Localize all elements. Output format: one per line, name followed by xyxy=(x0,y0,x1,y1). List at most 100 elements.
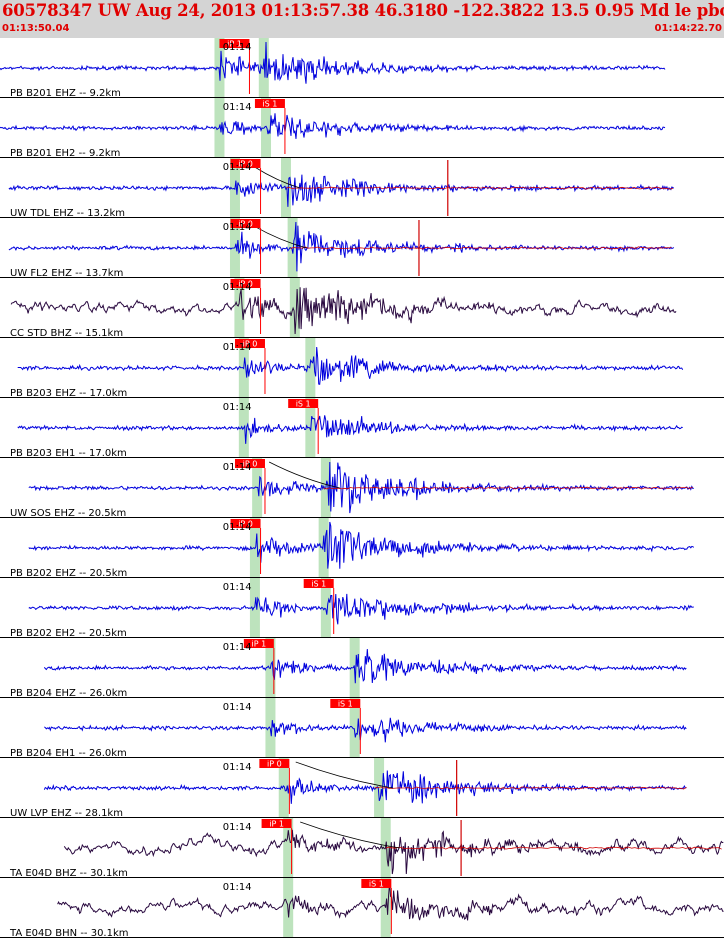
minute-tick-label: 01:14 xyxy=(223,522,252,533)
trace-row: iP 001:14 UW SOS EHZ -- 20.5km xyxy=(0,458,724,519)
waveform xyxy=(0,113,666,139)
pick-flag xyxy=(230,519,261,528)
s-arrival-window xyxy=(305,338,316,398)
pick-label: iP 1 xyxy=(269,820,284,829)
trace-label: UW FL2 EHZ -- 13.7km xyxy=(10,268,123,279)
trace-row: iS 1 01:14 TA E04D BHN -- 30.1km xyxy=(0,878,724,938)
minute-tick-label: 01:14 xyxy=(223,342,252,353)
event-header: 60578347 UW Aug 24, 2013 01:13:57.38 46.… xyxy=(0,0,724,38)
trace-row: iP 101:14 PB B204 EHZ -- 26.0km xyxy=(0,638,724,699)
trace-label: TA E04D BHN -- 30.1km xyxy=(9,928,129,938)
waveform xyxy=(10,287,677,335)
minute-tick-label: 01:14 xyxy=(223,702,252,713)
waveform xyxy=(43,649,687,684)
waveform xyxy=(8,221,675,272)
pick-flag xyxy=(219,39,250,48)
s-arrival-window xyxy=(349,698,360,758)
pick-label: iP 0 xyxy=(238,160,253,169)
synthetic-trace xyxy=(285,186,674,190)
waveform xyxy=(17,415,683,444)
pick-flag xyxy=(361,879,392,888)
pick-label: iS 1 xyxy=(311,580,326,589)
trace-row: iS 1 01:14 PB B204 EH1 -- 26.0km xyxy=(0,698,724,759)
trace-label: PB B201 EH2 -- 9.2km xyxy=(10,148,120,159)
trace-label: UW LVP EHZ -- 28.1km xyxy=(10,808,123,819)
s-arrival-window xyxy=(289,278,300,338)
trace-row: iP 001:14 CC STD BHZ -- 15.1km xyxy=(0,278,724,339)
minute-tick-label: 01:14 xyxy=(223,582,252,593)
pick-flag xyxy=(234,459,265,468)
s-arrival-window xyxy=(380,878,391,938)
window-start-time: 01:13:50.04 xyxy=(2,23,70,34)
pick-label: iP 0 xyxy=(238,280,253,289)
trace-row: iP 1 01:14 TA E04D BHZ -- 30.1km xyxy=(0,818,724,879)
trace-label: PB B201 EHZ -- 9.2km xyxy=(10,88,121,99)
waveform xyxy=(44,717,687,743)
moveout-curve xyxy=(300,821,400,849)
trace-label: UW SOS EHZ -- 20.5km xyxy=(10,508,126,519)
synthetic-trace xyxy=(374,786,687,790)
moveout-curve xyxy=(295,761,394,789)
trace-label: PB B202 EH2 -- 20.5km xyxy=(10,628,127,639)
trace-row: iS 1 01:14 PB B202 EH2 -- 20.5km xyxy=(0,578,724,639)
trace-label: PB B202 EHZ -- 20.5km xyxy=(10,568,127,579)
trace-label: CC STD BHZ -- 15.1km xyxy=(10,328,123,339)
trace-label: PB B203 EHZ -- 17.0km xyxy=(10,388,127,399)
pick-label: iP 1 xyxy=(252,640,267,649)
trace-row: iP 0 01:14 UW LVP EHZ -- 28.1km xyxy=(0,758,724,819)
waveform xyxy=(63,829,724,875)
minute-tick-label: 01:14 xyxy=(223,462,252,473)
synthetic-trace xyxy=(385,846,722,850)
minute-tick-label: 01:14 xyxy=(223,282,252,293)
waveform xyxy=(43,770,687,804)
pick-label: iS 1 xyxy=(369,880,384,889)
trace-row: iS 1 01:14 PB B203 EH1 -- 17.0km xyxy=(0,398,724,459)
trace-label: PB B204 EH1 -- 26.0km xyxy=(10,748,127,759)
s-arrival-window xyxy=(258,38,269,98)
pick-label: iP 0 xyxy=(243,340,258,349)
pick-label: iP 0 xyxy=(267,760,282,769)
pick-flag xyxy=(259,759,290,768)
pick-flag xyxy=(288,399,319,408)
trace-row: iP 001:14 UW FL2 EHZ -- 13.7km xyxy=(0,218,724,279)
pick-flag xyxy=(243,639,274,648)
trace-label: UW TDL EHZ -- 13.2km xyxy=(10,208,125,219)
s-arrival-window xyxy=(305,398,316,458)
minute-tick-label: 01:14 xyxy=(223,102,252,113)
minute-tick-label: 01:14 xyxy=(223,762,252,773)
trace-row: iP 101:14 PB B201 EHZ -- 9.2km xyxy=(0,38,724,99)
window-end-time: 01:14:22.70 xyxy=(654,23,722,34)
pick-label: iS 1 xyxy=(338,700,353,709)
minute-tick-label: 01:14 xyxy=(223,222,252,233)
trace-row: iP 001:14 PB B202 EHZ -- 20.5km xyxy=(0,518,724,579)
waveform xyxy=(28,593,694,625)
p-arrival-window xyxy=(249,578,260,638)
minute-tick-label: 01:14 xyxy=(223,42,252,53)
pick-label: iP 0 xyxy=(243,460,258,469)
s-arrival-window xyxy=(261,98,272,158)
pick-label: iS 1 xyxy=(296,400,311,409)
minute-tick-label: 01:14 xyxy=(223,162,252,173)
p-arrival-window xyxy=(283,818,294,878)
trace-label: TA E04D BHZ -- 30.1km xyxy=(9,868,128,879)
waveform xyxy=(8,174,675,207)
minute-tick-label: 01:14 xyxy=(223,822,252,833)
s-arrival-window xyxy=(374,758,385,818)
trace-label: PB B204 EHZ -- 26.0km xyxy=(10,688,127,699)
pick-flag xyxy=(303,579,334,588)
pick-flag xyxy=(330,699,361,708)
waveform xyxy=(28,521,695,569)
pick-label: iS 1 xyxy=(262,100,277,109)
trace-row: iS 1 01:14 PB B201 EH2 -- 9.2km xyxy=(0,98,724,159)
trace-label: PB B203 EH1 -- 17.0km xyxy=(10,448,127,459)
pick-label: iP 0 xyxy=(238,220,253,229)
event-title: 60578347 UW Aug 24, 2013 01:13:57.38 46.… xyxy=(2,1,724,20)
s-arrival-window xyxy=(318,518,329,578)
pick-flag xyxy=(234,339,265,348)
moveout-curve xyxy=(268,461,340,489)
s-arrival-window xyxy=(320,578,331,638)
p-arrival-window xyxy=(234,278,245,338)
pick-label: iP 1 xyxy=(227,40,242,49)
